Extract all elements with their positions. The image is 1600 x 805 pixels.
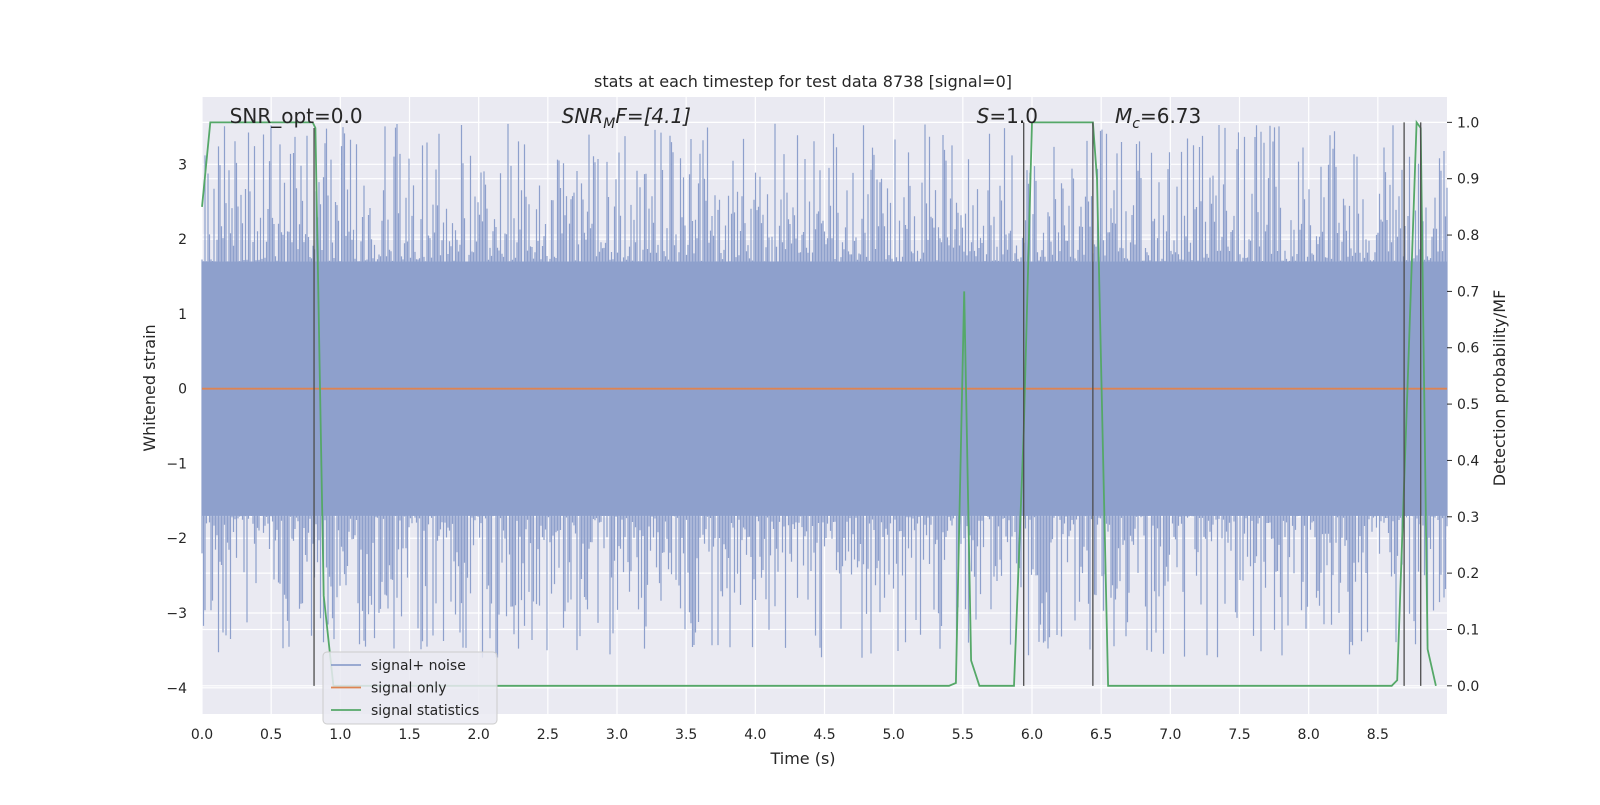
x-tick-label: 0.5 — [260, 727, 282, 743]
y-tick-label: 1 — [178, 307, 187, 323]
x-axis-label: Time (s) — [769, 749, 835, 768]
y-right-tick-label: 1.0 — [1457, 115, 1479, 131]
y-right-tick-label: 0.0 — [1457, 679, 1479, 695]
x-tick-label: 0.0 — [191, 727, 213, 743]
x-tick-label: 4.5 — [813, 727, 835, 743]
x-tick-label: 6.5 — [1090, 727, 1112, 743]
y-right-tick-label: 0.5 — [1457, 397, 1479, 413]
annotation: S=1.0 — [977, 104, 1038, 128]
legend: signal+ noise signal only signal statistic… — [322, 651, 498, 725]
y-right-tick-label: 0.8 — [1457, 228, 1479, 244]
x-tick-label: 3.0 — [606, 727, 628, 743]
x-tick-label: 8.5 — [1367, 727, 1389, 743]
x-tick-label: 2.0 — [468, 727, 490, 743]
x-tick-label: 1.5 — [398, 727, 420, 743]
annotation: SNRMF=[4.1] — [562, 104, 691, 132]
x-tick-label: 5.0 — [883, 727, 905, 743]
legend-box — [322, 651, 498, 725]
y-right-tick-label: 0.6 — [1457, 341, 1479, 357]
y-tick-label: 0 — [178, 382, 187, 398]
y-axis-label: Whitened strain — [140, 324, 159, 451]
y-tick-label: −4 — [166, 681, 187, 697]
y-tick-label: −2 — [166, 531, 187, 547]
y-right-tick-label: 0.2 — [1457, 566, 1479, 582]
annotations: SNR_opt=0.0 SNRMF=[4.1] S=1.0 Mc=6.73 — [230, 104, 1202, 132]
legend-label: signal statistics — [371, 703, 479, 719]
y-right-tick-label: 0.9 — [1457, 172, 1479, 188]
x-tick-label: 8.0 — [1298, 727, 1320, 743]
x-tick-label: 6.0 — [1021, 727, 1043, 743]
series-line — [201, 119, 1437, 687]
annotation: SNR_opt=0.0 — [230, 104, 363, 128]
legend-label: signal only — [371, 681, 446, 697]
tick-labels: 0.0 0.5 1.0 1.5 2.0 2.5 3.0 3.5 4.0 4.5 5.0 5.5 6.0 6… — [166, 115, 1479, 743]
y-tick-label: −1 — [166, 456, 187, 472]
x-tick-label: 4.0 — [744, 727, 766, 743]
y-right-tick-label: 0.1 — [1457, 622, 1479, 638]
x-tick-label: 3.5 — [675, 727, 697, 743]
y-right-tick-label: 0.4 — [1457, 453, 1479, 469]
y-tick-label: −3 — [166, 606, 187, 622]
x-tick-label: 7.0 — [1159, 727, 1181, 743]
vertical-markers — [313, 122, 1422, 686]
annotation: Mc=6.73 — [1115, 104, 1201, 132]
x-tick-label: 1.0 — [329, 727, 351, 743]
y-right-axis-label: Detection probability/MF — [1490, 290, 1509, 487]
x-tick-label: 2.5 — [537, 727, 559, 743]
y-tick-label: 3 — [178, 157, 187, 173]
chart-title: stats at each timestep for test data 873… — [594, 72, 1012, 91]
series-lines — [201, 119, 1447, 687]
x-tick-label: 7.5 — [1228, 727, 1250, 743]
y-right-tick-label: 0.7 — [1457, 284, 1479, 300]
noise-spikes — [201, 123, 1448, 658]
legend-label: signal+ noise — [371, 658, 466, 674]
y-right-tick-label: 0.3 — [1457, 510, 1479, 526]
x-tick-label: 5.5 — [952, 727, 974, 743]
y-tick-label: 2 — [178, 232, 187, 248]
